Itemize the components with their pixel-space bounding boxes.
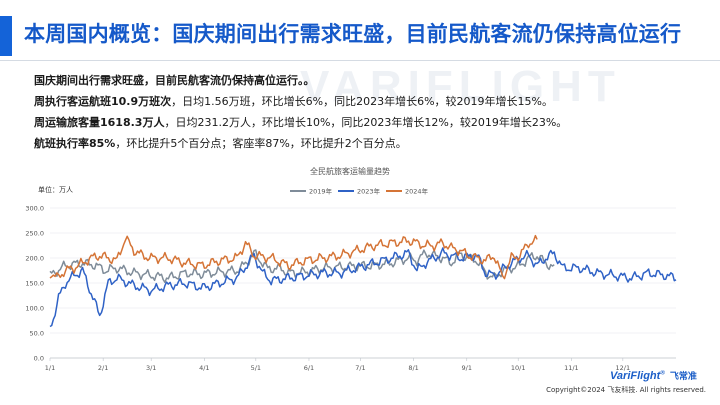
y-tick-label: 150.0 (25, 280, 44, 288)
chart-legend: 2019年 2023年 2024年 (290, 187, 429, 196)
summary-line-1: 国庆期间出行需求旺盛，目前民航客流仍保持高位运行。。 (34, 70, 674, 91)
x-tick-label: 3/1 (146, 364, 156, 372)
y-tick-label: 300.0 (25, 205, 44, 213)
legend-label: 2019年 (309, 187, 333, 196)
x-tick-label: 11/1 (564, 364, 579, 372)
x-tick-label: 12/1 (616, 364, 631, 372)
y-axis: 0.0 50.0 100.0 150.0 200.0 250.0 300.0 (25, 205, 44, 363)
legend-label: 2023年 (357, 187, 381, 196)
brand-mark: ® (660, 370, 665, 377)
series-line-2023年 (49, 247, 677, 328)
summary-line-3-text: ，日均231.2万人，环比增长10%，同比2023年增长12%，较2019年增长… (164, 116, 568, 129)
summary-block: 国庆期间出行需求旺盛，目前民航客流仍保持高位运行。。 周执行客运航班10.9万班… (34, 70, 674, 154)
summary-line-2-bold: 周执行客运航班10.9万班次 (34, 95, 172, 108)
summary-line-3: 周运输旅客量1618.3万人，日均231.2万人，环比增长10%，同比2023年… (34, 112, 674, 133)
x-tick-label: 2/1 (98, 364, 108, 372)
x-tick-label: 9/1 (462, 364, 472, 372)
title-accent-bar (0, 16, 12, 56)
x-tick-label: 6/1 (304, 364, 314, 372)
chart-series (49, 234, 677, 328)
y-tick-label: 100.0 (25, 305, 44, 313)
x-tick-label: 7/1 (355, 364, 365, 372)
title-divider (0, 60, 720, 61)
summary-line-4-bold: 航班执行率85% (34, 137, 116, 150)
summary-line-4-text: ，环比提升5个百分点；客座率87%，环比提升2个百分点。 (115, 137, 407, 150)
summary-line-3-bold: 周运输旅客量1618.3万人 (34, 116, 165, 129)
summary-line-2: 周执行客运航班10.9万班次，日均1.56万班，环比增长6%，同比2023年增长… (34, 91, 674, 112)
series-line-2024年 (49, 234, 538, 280)
x-tick-label: 10/1 (511, 364, 526, 372)
x-axis: 1/1 2/1 3/1 4/1 5/1 6/1 7/1 8/1 9/1 10/1 11/1 12/1 (45, 357, 676, 372)
y-tick-label: 200.0 (25, 255, 44, 263)
y-tick-label: 50.0 (30, 330, 44, 338)
legend-label: 2024年 (405, 187, 429, 196)
variflight-logo: VariFlight® 飞常准 (610, 369, 697, 382)
passenger-volume-chart: 全民航旅客运输量趋势 2019年 2023年 2024年 0.0 50.0 100.0 1… (25, 166, 677, 372)
brand-cn: 飞常准 (669, 371, 697, 381)
chart-unit-label: 单位：万人 (38, 186, 73, 194)
chart-grid (50, 207, 676, 359)
x-tick-label: 4/1 (199, 364, 209, 372)
summary-line-2-text: ，日均1.56万班，环比增长6%，同比2023年增长6%，较2019年增长15%… (171, 95, 553, 108)
chart-title: 全民航旅客运输量趋势 (310, 166, 390, 176)
page-title: 本周国内概览：国庆期间出行需求旺盛，目前民航客流仍保持高位运行 (24, 22, 682, 46)
x-tick-label: 8/1 (408, 364, 418, 372)
summary-line-1-text: 国庆期间出行需求旺盛，目前民航客流仍保持高位运行。。 (34, 74, 315, 87)
copyright-text: Copyright©2024 飞友科技. All rights reserved… (546, 386, 706, 394)
x-tick-label: 5/1 (251, 364, 261, 372)
watermark: VARIFLIGHT (300, 62, 621, 111)
y-tick-label: 0.0 (34, 355, 44, 363)
y-tick-label: 250.0 (25, 230, 44, 238)
summary-line-4: 航班执行率85%，环比提升5个百分点；客座率87%，环比提升2个百分点。 (34, 133, 674, 154)
x-tick-label: 1/1 (45, 364, 55, 372)
brand-name: VariFlight (610, 370, 661, 382)
